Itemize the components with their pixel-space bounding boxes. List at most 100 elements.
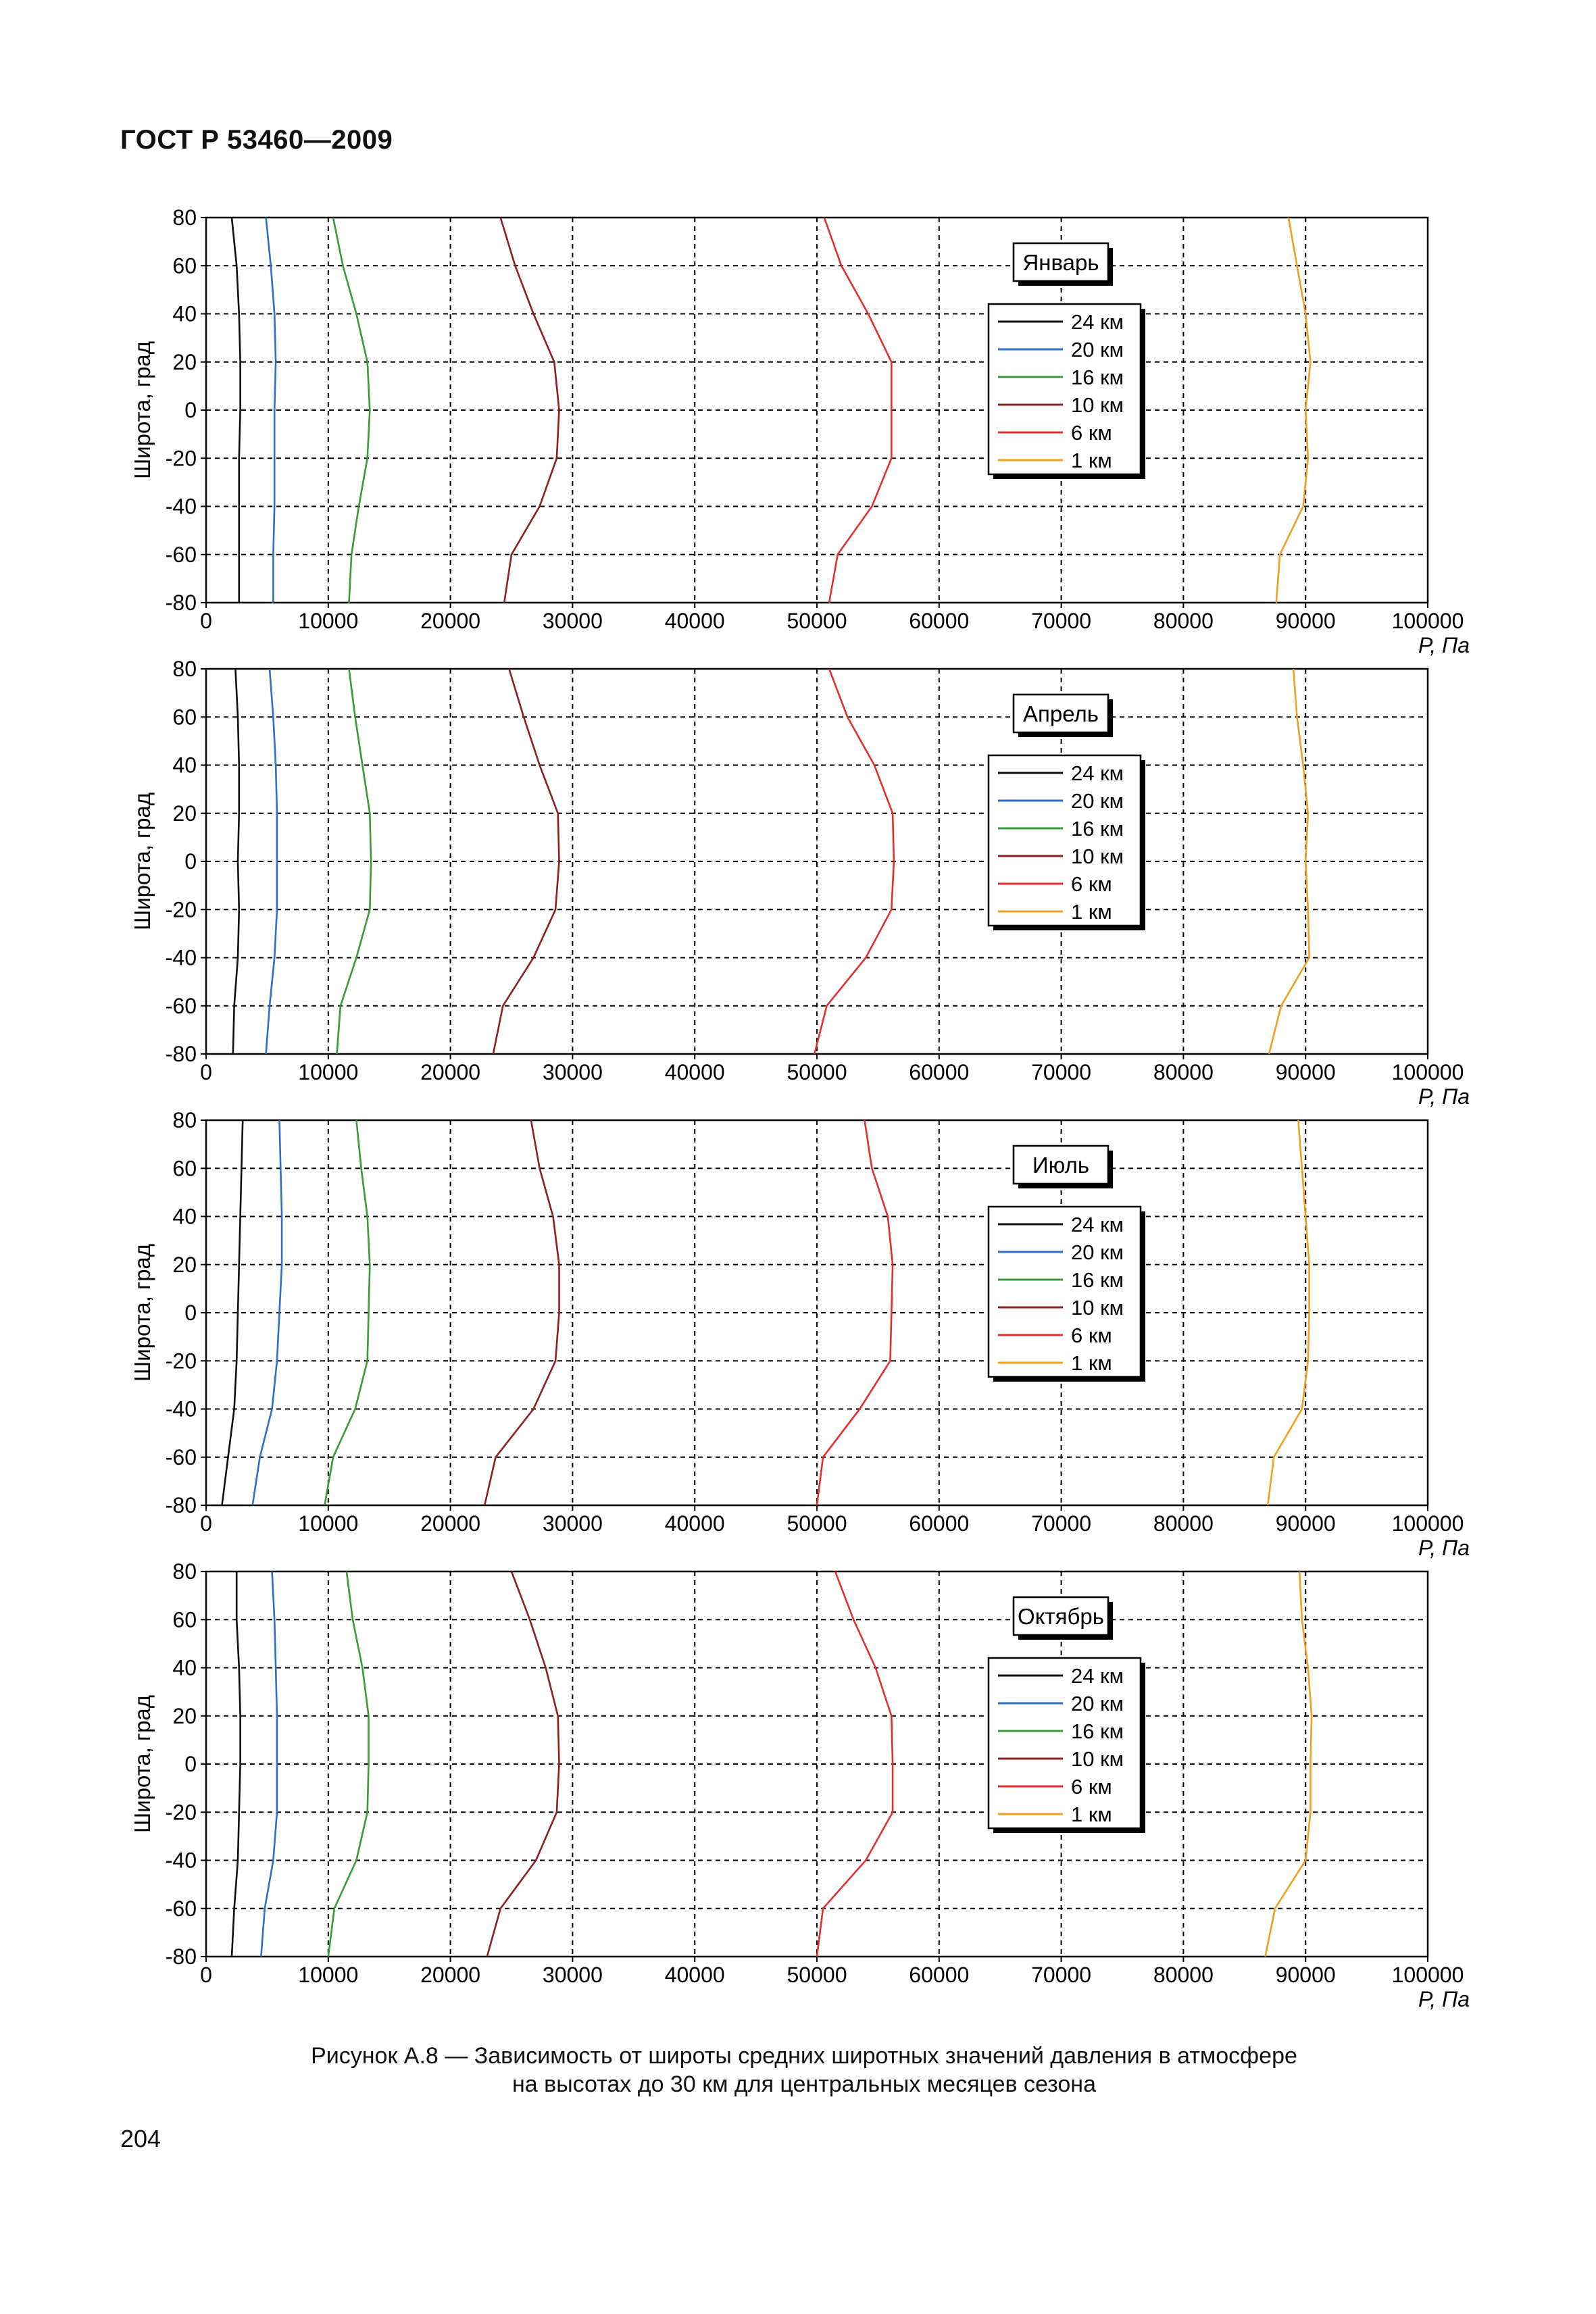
- y-tick-label: -40: [166, 946, 197, 970]
- y-tick-label: 60: [172, 253, 197, 278]
- chart-title: Октябрь: [1018, 1604, 1104, 1629]
- x-tick-label: 100000: [1392, 609, 1464, 633]
- x-tick-label: 60000: [909, 1963, 969, 1987]
- y-tick-label: 0: [184, 1752, 197, 1776]
- chart-title: Январь: [1022, 250, 1099, 275]
- series-line: [332, 217, 371, 603]
- legend-label: 1 км: [1071, 449, 1112, 472]
- chart-panel: 0 10000 20000 30000 40000 50000 60000 70000 8000…: [130, 205, 1470, 657]
- chart-title: Июль: [1032, 1153, 1089, 1178]
- x-tick-label: 70000: [1031, 1511, 1091, 1536]
- x-tick-label: 60000: [909, 1511, 969, 1536]
- y-axis-label: Широта, град: [130, 793, 155, 930]
- legend-box: [987, 303, 1142, 476]
- series-line: [499, 217, 560, 603]
- x-tick-label: 20000: [420, 609, 480, 633]
- series-line: [251, 1120, 283, 1506]
- y-tick-label: -60: [166, 994, 197, 1018]
- x-tick-label: 80000: [1153, 1060, 1214, 1084]
- page-number: 204: [120, 2125, 161, 2153]
- y-tick-label: 80: [172, 657, 197, 681]
- x-tick-label: 100000: [1392, 1963, 1464, 1987]
- pressure-charts-figure: 0 10000 20000 30000 40000 50000 60000 70000 8000…: [130, 205, 1470, 2011]
- series-line: [336, 668, 372, 1055]
- x-tick-label: 90000: [1276, 1963, 1336, 1987]
- legend-label: 1 км: [1071, 1803, 1112, 1826]
- x-tick-label: 30000: [543, 609, 603, 633]
- series-line: [483, 1120, 560, 1506]
- y-tick-label: 20: [172, 1253, 197, 1277]
- series-line: [1268, 668, 1310, 1055]
- x-tick-label: 30000: [543, 1511, 603, 1536]
- series-line: [1275, 217, 1312, 603]
- y-tick-label: -60: [166, 1445, 197, 1469]
- title-box: [1012, 693, 1109, 734]
- legend-box: [987, 1205, 1142, 1378]
- x-tick-label: 0: [200, 1511, 212, 1536]
- legend-label: 20 км: [1071, 1692, 1124, 1715]
- x-tick-label: 70000: [1031, 609, 1091, 633]
- x-tick-label: 60000: [909, 609, 969, 633]
- caption-line-1: Рисунок А.8 — Зависимость от широты сред…: [311, 2043, 1297, 2069]
- series-line: [265, 217, 277, 603]
- y-tick-label: 20: [172, 1704, 197, 1728]
- y-tick-label: 60: [172, 1156, 197, 1180]
- chart-panel: 0 10000 20000 30000 40000 50000 60000 70000 8000…: [130, 1108, 1470, 1560]
- x-tick-label: 10000: [298, 1963, 358, 1987]
- x-tick-label: 80000: [1153, 1511, 1214, 1536]
- y-tick-label: 40: [172, 1205, 197, 1229]
- y-tick-label: 0: [184, 849, 197, 874]
- legend-label: 16 км: [1071, 817, 1124, 840]
- x-tick-label: 100000: [1392, 1511, 1464, 1536]
- x-tick-label: 40000: [665, 1511, 725, 1536]
- legend-label: 10 км: [1071, 845, 1124, 868]
- figure-caption: Рисунок А.8 — Зависимость от широты сред…: [122, 2042, 1487, 2098]
- y-tick-label: -20: [166, 1349, 197, 1373]
- series-line: [265, 668, 278, 1055]
- y-axis-label: Широта, град: [130, 341, 155, 479]
- x-axis-label: P, Па: [1418, 1084, 1470, 1109]
- chart-title: Апрель: [1023, 701, 1099, 726]
- series-line: [486, 1571, 560, 1957]
- x-tick-label: 10000: [298, 1060, 358, 1084]
- series-line: [1266, 1120, 1310, 1506]
- x-tick-label: 0: [200, 1060, 212, 1084]
- legend-label: 24 км: [1071, 761, 1124, 785]
- series-line: [816, 1120, 894, 1506]
- x-tick-label: 50000: [787, 609, 847, 633]
- series-line: [230, 217, 241, 603]
- x-tick-label: 40000: [665, 1963, 725, 1987]
- y-tick-label: 20: [172, 801, 197, 826]
- x-tick-label: 50000: [787, 1511, 847, 1536]
- series-line: [327, 1571, 370, 1957]
- y-tick-label: -80: [166, 590, 197, 615]
- caption-line-2: на высотах до 30 км для центральных меся…: [512, 2071, 1096, 2097]
- series-line: [232, 668, 241, 1055]
- y-tick-label: 0: [184, 1301, 197, 1325]
- x-axis-label: P, Па: [1418, 1987, 1470, 2011]
- y-tick-label: -60: [166, 1896, 197, 1921]
- legend-label: 20 км: [1071, 789, 1124, 813]
- legend-label: 16 км: [1071, 366, 1124, 389]
- y-tick-label: 40: [172, 302, 197, 326]
- y-tick-label: -40: [166, 1397, 197, 1422]
- series-line: [221, 1120, 244, 1506]
- x-tick-label: 20000: [420, 1963, 480, 1987]
- title-box: [1012, 1145, 1109, 1185]
- legend-box: [987, 1657, 1142, 1830]
- y-axis-label: Широта, град: [130, 1244, 155, 1382]
- chart-panel: 0 10000 20000 30000 40000 50000 60000 70000 8000…: [130, 657, 1470, 1109]
- y-tick-label: -20: [166, 897, 197, 922]
- title-box: [1012, 1596, 1109, 1636]
- y-tick-label: -80: [166, 1944, 197, 1969]
- x-tick-label: 90000: [1276, 1511, 1336, 1536]
- y-tick-label: 40: [172, 753, 197, 778]
- legend-label: 10 км: [1071, 1296, 1124, 1319]
- x-tick-label: 30000: [543, 1060, 603, 1084]
- x-tick-label: 20000: [420, 1511, 480, 1536]
- legend-label: 6 км: [1071, 872, 1112, 896]
- x-tick-label: 70000: [1031, 1963, 1091, 1987]
- x-tick-label: 50000: [787, 1060, 847, 1084]
- y-tick-label: -60: [166, 543, 197, 567]
- x-axis-label: P, Па: [1418, 1536, 1470, 1560]
